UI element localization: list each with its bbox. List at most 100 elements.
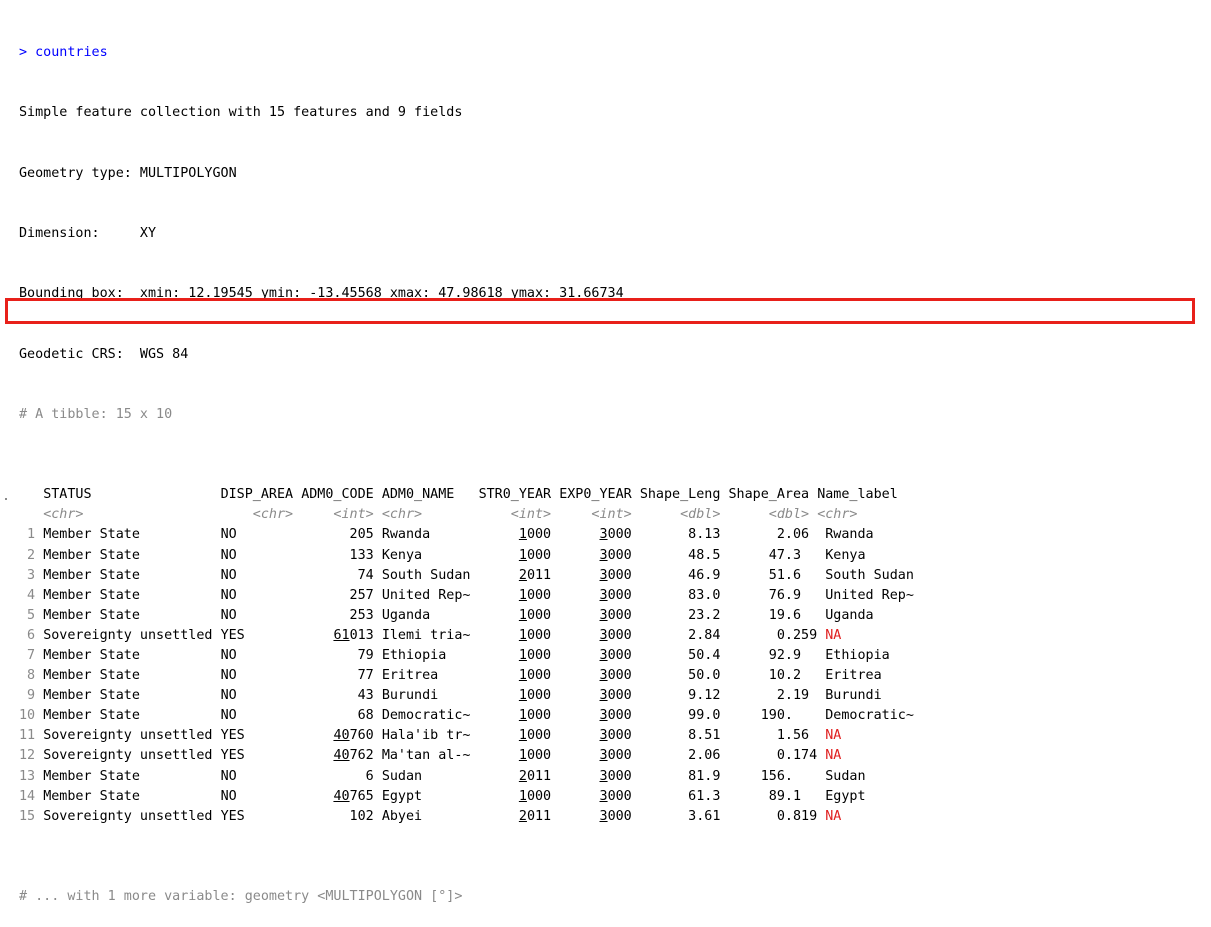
cell-str0-year: 1000 (518, 627, 552, 643)
table-row: 11 Sovereignty unsettled YES 40760 Hala'… (19, 726, 914, 746)
table-row: 6 Sovereignty unsettled YES 61013 Ilemi … (19, 626, 914, 646)
cell-shape-area: 1.56 (728, 728, 818, 744)
cell-exp0-year: 3000 (599, 627, 632, 643)
tibble-comment: # A tibble: 15 x 10 (19, 406, 173, 422)
cell-shape-area: 47.3 (728, 547, 818, 563)
header-line-crs: Geodetic CRS: WGS 84 (19, 346, 189, 362)
column-header: STATUS (43, 487, 213, 503)
cell-adm0-code: 133 (301, 547, 374, 563)
table-row: 14 Member State NO 40765 Egypt 1000 3000… (19, 787, 914, 807)
cell-adm0-code: 40765 (333, 788, 374, 804)
cell-exp0-year: 3000 (599, 648, 632, 663)
row-number: 14 (19, 788, 44, 804)
column-type: <chr> (43, 507, 213, 523)
cell-adm0-name: Egypt (381, 788, 471, 804)
row-number: 7 (19, 648, 44, 663)
row-number: 4 (19, 587, 44, 603)
cell-status: Member State (43, 708, 213, 724)
row-number: 12 (19, 748, 44, 764)
table-row: 9 Member State NO 43 Burundi 1000 3000 9… (19, 686, 914, 706)
cell-exp0-year: 3000 (599, 607, 632, 623)
cell-disp-area: NO (220, 668, 294, 684)
tibble-table: STATUS DISP_AREA ADM0_CODE ADM0_NAME STR… (19, 485, 914, 827)
row-number: 15 (19, 808, 44, 824)
cell-disp-area: NO (220, 527, 294, 543)
header-line-dimension: Dimension: XY (19, 226, 157, 242)
cell-shape-area: 2.06 (728, 527, 818, 543)
cell-shape-area: 0.259 (728, 627, 818, 643)
cell-disp-area: YES (220, 748, 294, 764)
cell-status: Sovereignty unsettled (43, 748, 213, 764)
header-line-bbox: Bounding box: xmin: 12.19545 ymin: -13.4… (19, 286, 624, 302)
cell-adm0-name: Sudan (381, 768, 471, 784)
cell-shape-leng: 99.0 (639, 708, 721, 724)
header-line-geometry: Geometry type: MULTIPOLYGON (19, 165, 237, 181)
cell-name-label: Eritrea (825, 668, 882, 684)
cell-str0-year: 1000 (518, 547, 552, 563)
cell-adm0-code: 74 (301, 567, 374, 583)
column-type: <int> (559, 507, 632, 523)
row-number: 6 (19, 627, 44, 643)
header-line-features: Simple feature collection with 15 featur… (19, 105, 463, 121)
cell-shape-area: 19.6 (728, 607, 818, 623)
cell-adm0-code: 43 (301, 688, 374, 704)
cell-adm0-name: Burundi (381, 688, 471, 704)
cell-name-label: NA (825, 728, 842, 744)
column-type: <int> (301, 507, 374, 523)
prompt-symbol: > (19, 45, 28, 61)
rownum-spacer (19, 507, 43, 522)
cell-shape-leng: 46.9 (639, 567, 721, 583)
table-row: 10 Member State NO 68 Democratic~ 1000 3… (19, 706, 914, 726)
cell-adm0-name: Ma'tan al-~ (381, 748, 471, 764)
cell-exp0-year: 3000 (599, 708, 632, 724)
cell-shape-area: 92.9 (728, 648, 818, 663)
cell-status: Member State (43, 768, 213, 784)
table-row: 4 Member State NO 257 United Rep~ 1000 3… (19, 586, 914, 606)
cell-exp0-year: 3000 (599, 728, 632, 744)
cell-adm0-name: Kenya (381, 547, 471, 563)
row-number: 2 (19, 547, 44, 563)
cell-status: Sovereignty unsettled (43, 627, 213, 643)
cell-shape-area: 51.6 (728, 567, 818, 583)
cell-status: Member State (43, 688, 213, 704)
column-type: <int> (478, 507, 552, 523)
cell-name-label: Ethiopia (825, 648, 890, 663)
cell-name-label: Uganda (825, 607, 874, 623)
column-type: <chr> (817, 507, 906, 523)
cell-status: Member State (43, 587, 213, 603)
cell-adm0-name: Hala'ib tr~ (381, 728, 471, 744)
table-row: 15 Sovereignty unsettled YES 102 Abyei 2… (19, 807, 914, 827)
row-number: 11 (19, 728, 44, 744)
cell-str0-year: 1000 (518, 748, 552, 764)
table-row: 7 Member State NO 79 Ethiopia 1000 3000 … (19, 646, 914, 666)
cell-exp0-year: 3000 (599, 768, 632, 784)
cell-name-label: Rwanda (825, 527, 874, 543)
cell-exp0-year: 3000 (599, 788, 632, 804)
cell-adm0-name: Abyei (381, 808, 471, 824)
cell-str0-year: 1000 (518, 648, 552, 663)
cell-shape-leng: 48.5 (639, 547, 721, 563)
cell-exp0-year: 3000 (599, 748, 632, 764)
column-header: Name_label (817, 487, 906, 503)
cell-shape-leng: 50.4 (639, 648, 721, 663)
cell-status: Member State (43, 668, 213, 684)
cell-status: Member State (43, 607, 213, 623)
cell-disp-area: NO (220, 768, 294, 784)
column-header: EXP0_YEAR (559, 487, 632, 503)
cell-adm0-code: 102 (301, 808, 374, 824)
cell-exp0-year: 3000 (599, 567, 632, 583)
cell-disp-area: YES (220, 627, 294, 643)
cell-adm0-name: Ethiopia (381, 648, 471, 663)
row-number: 1 (19, 527, 44, 543)
r-console-output: > countries Simple feature collection wi… (19, 3, 914, 927)
cell-adm0-code: 61013 (333, 627, 374, 643)
cell-adm0-code: 40762 (333, 748, 374, 764)
column-header: STR0_YEAR (478, 487, 552, 503)
cell-shape-leng: 8.51 (639, 728, 721, 744)
cell-status: Member State (43, 547, 213, 563)
cell-shape-leng: 2.84 (639, 627, 721, 643)
table-row: 5 Member State NO 253 Uganda 1000 3000 2… (19, 606, 914, 626)
cell-exp0-year: 3000 (599, 527, 632, 543)
cell-exp0-year: 3000 (599, 587, 632, 603)
cell-shape-leng: 61.3 (639, 788, 721, 804)
